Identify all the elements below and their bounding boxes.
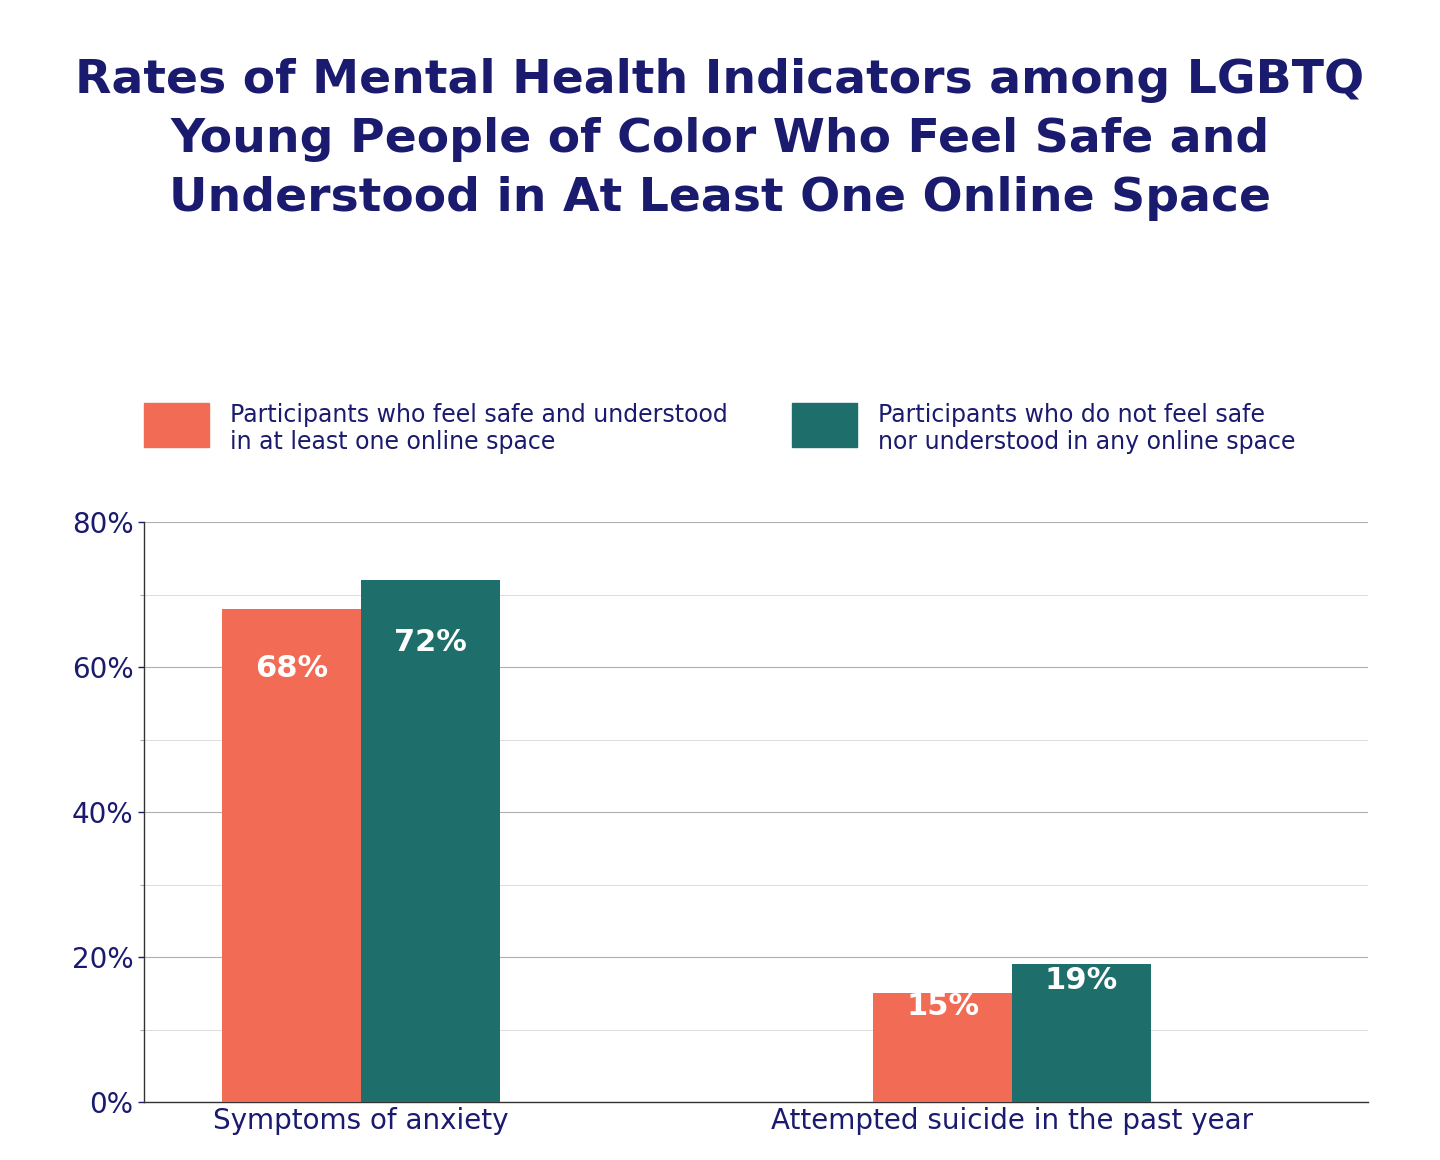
Bar — [1012, 964, 1151, 1102]
Text: Participants who do not feel safe
nor understood in any online space: Participants who do not feel safe nor un… — [878, 403, 1296, 455]
Text: Rates of Mental Health Indicators among LGBTQ
Young People of Color Who Feel Saf: Rates of Mental Health Indicators among … — [75, 58, 1365, 222]
Bar — [792, 403, 857, 447]
Bar — [361, 580, 500, 1102]
Bar — [222, 609, 361, 1102]
Text: 72%: 72% — [395, 629, 467, 657]
Text: 68%: 68% — [255, 654, 328, 682]
Bar — [144, 403, 209, 447]
Text: Participants who feel safe and understood
in at least one online space: Participants who feel safe and understoo… — [230, 403, 729, 455]
Bar — [873, 993, 1012, 1102]
Text: 19%: 19% — [1045, 966, 1117, 995]
Text: 15%: 15% — [906, 992, 979, 1021]
